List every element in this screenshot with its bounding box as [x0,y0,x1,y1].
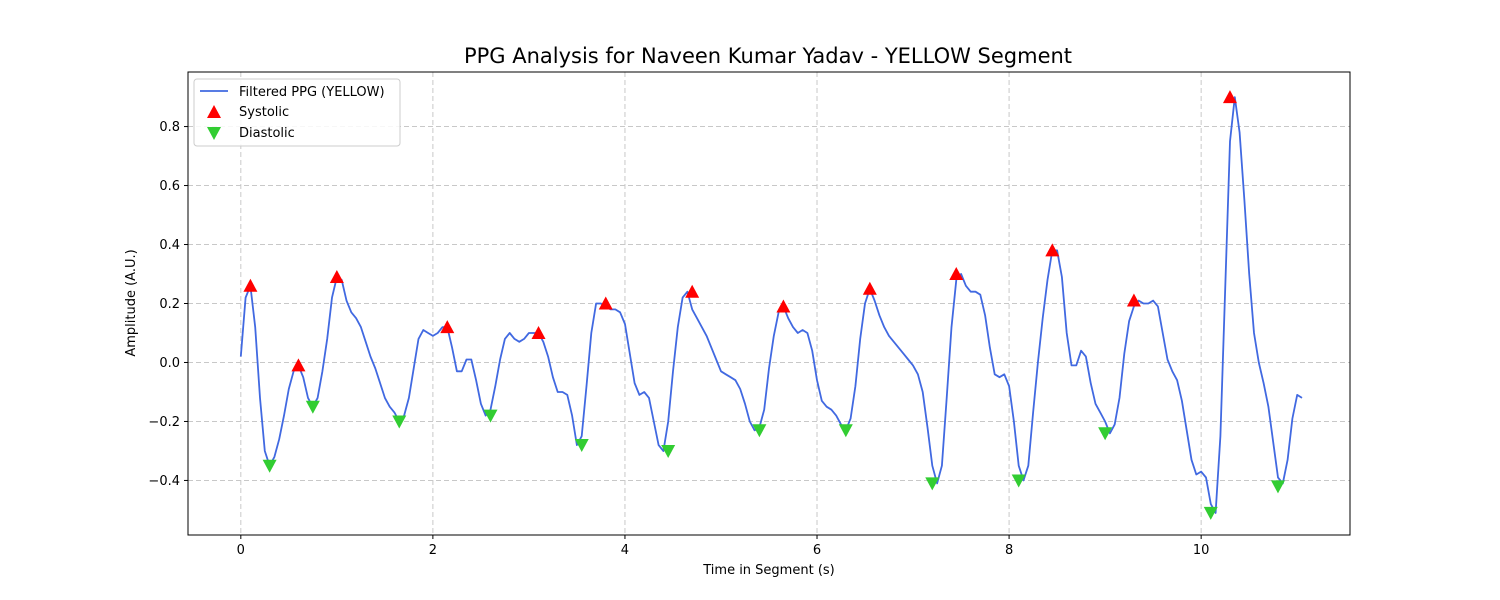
legend-systolic-marker [207,105,221,118]
legend-diastolic-marker [207,127,221,140]
legend-box [193,78,401,147]
legend: Filtered PPG (YELLOW) Systolic Diastolic [193,78,401,147]
y-tick-label: 0.4 [159,238,180,253]
y-axis: −0.4 −0.2 0.0 0.2 0.4 0.6 0.8 [148,120,188,489]
diastolic-marker [574,439,589,453]
y-tick-label: 0.2 [159,297,180,312]
x-tick-label: 10 [1193,543,1210,558]
diastolic-marker [752,424,767,438]
systolic-marker [598,296,613,310]
systolic-marker [1222,90,1237,104]
y-tick-label: −0.4 [148,474,180,489]
diastolic-marker [1011,474,1026,488]
y-tick-label: 0.0 [159,356,180,371]
diastolic-marker [1270,480,1285,494]
systolic-marker [1126,293,1141,307]
systolic-marker [243,278,258,292]
systolic-marker [440,320,455,334]
x-axis: 0 2 4 6 8 10 [237,535,1210,558]
systolic-marker [776,299,791,313]
y-tick-label: 0.8 [159,120,180,135]
diastolic-marker [838,424,853,438]
x-tick-label: 0 [237,543,245,558]
x-tick-label: 6 [813,543,821,558]
diastolic-marker [483,409,498,423]
diastolic-marker [1098,427,1113,441]
diastolic-marker [661,444,676,458]
systolic-marker [329,269,344,283]
ppg-series-line [239,96,1303,514]
systolic-marker [531,325,546,339]
systolic-marker [1045,243,1060,257]
x-axis-label: Time in Segment (s) [702,563,834,578]
y-tick-label: 0.6 [159,179,180,194]
systolic-marker [291,358,306,372]
diastolic-marker [925,477,940,491]
legend-label-systolic: Systolic [239,105,289,120]
y-axis-label: Amplitude (A.U.) [124,249,139,356]
diastolic-marker [1203,506,1218,520]
x-tick-label: 2 [429,543,437,558]
x-tick-label: 4 [621,543,629,558]
x-tick-label: 8 [1005,543,1013,558]
systolic-marker [862,281,877,295]
diastolic-marker [262,459,277,473]
legend-label-filtered: Filtered PPG (YELLOW) [239,85,385,100]
legend-label-diastolic: Diastolic [239,126,295,141]
systolic-marker [949,267,964,281]
plot-area [239,90,1303,520]
chart-title: PPG Analysis for Naveen Kumar Yadav - YE… [464,44,1072,68]
diastolic-marker [392,415,407,429]
diastolic-marker [305,400,320,414]
systolic-marker [685,284,700,298]
y-tick-label: −0.2 [148,415,180,430]
